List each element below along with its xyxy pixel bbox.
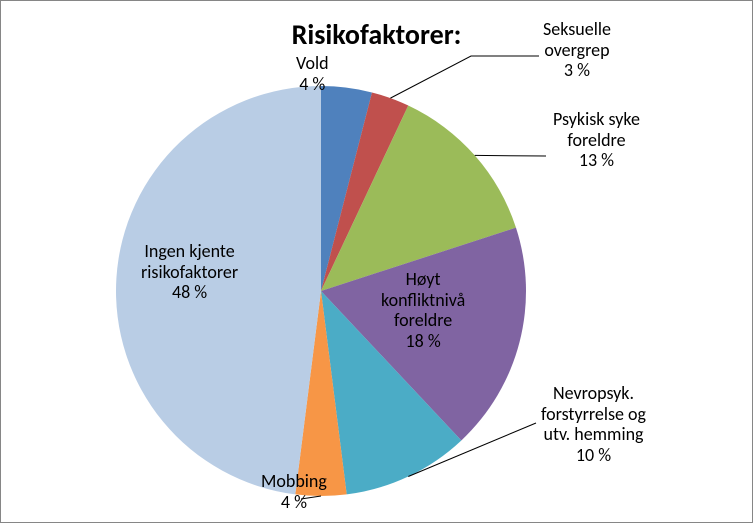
leader-line <box>475 155 546 156</box>
label-psykisk: Psykisk syke foreldre 13 % <box>553 109 640 171</box>
label-seksuelle: Seksuelle overgrep 3 % <box>543 19 611 81</box>
label-hoyt: Høyt konfliktnivå foreldre 18 % <box>381 269 465 352</box>
label-vold: Vold 4 % <box>296 53 329 94</box>
label-nevro: Nevropsyk. forstyrrelse og utv. hemming … <box>541 383 646 466</box>
chart-frame: Risikofaktorer: Vold 4 % Seksuelle overg… <box>0 0 753 523</box>
label-mobbing: Mobbing 4 % <box>261 471 327 512</box>
leader-line <box>390 56 539 98</box>
label-ingen: Ingen kjente risikofaktorer 48 % <box>141 241 238 303</box>
